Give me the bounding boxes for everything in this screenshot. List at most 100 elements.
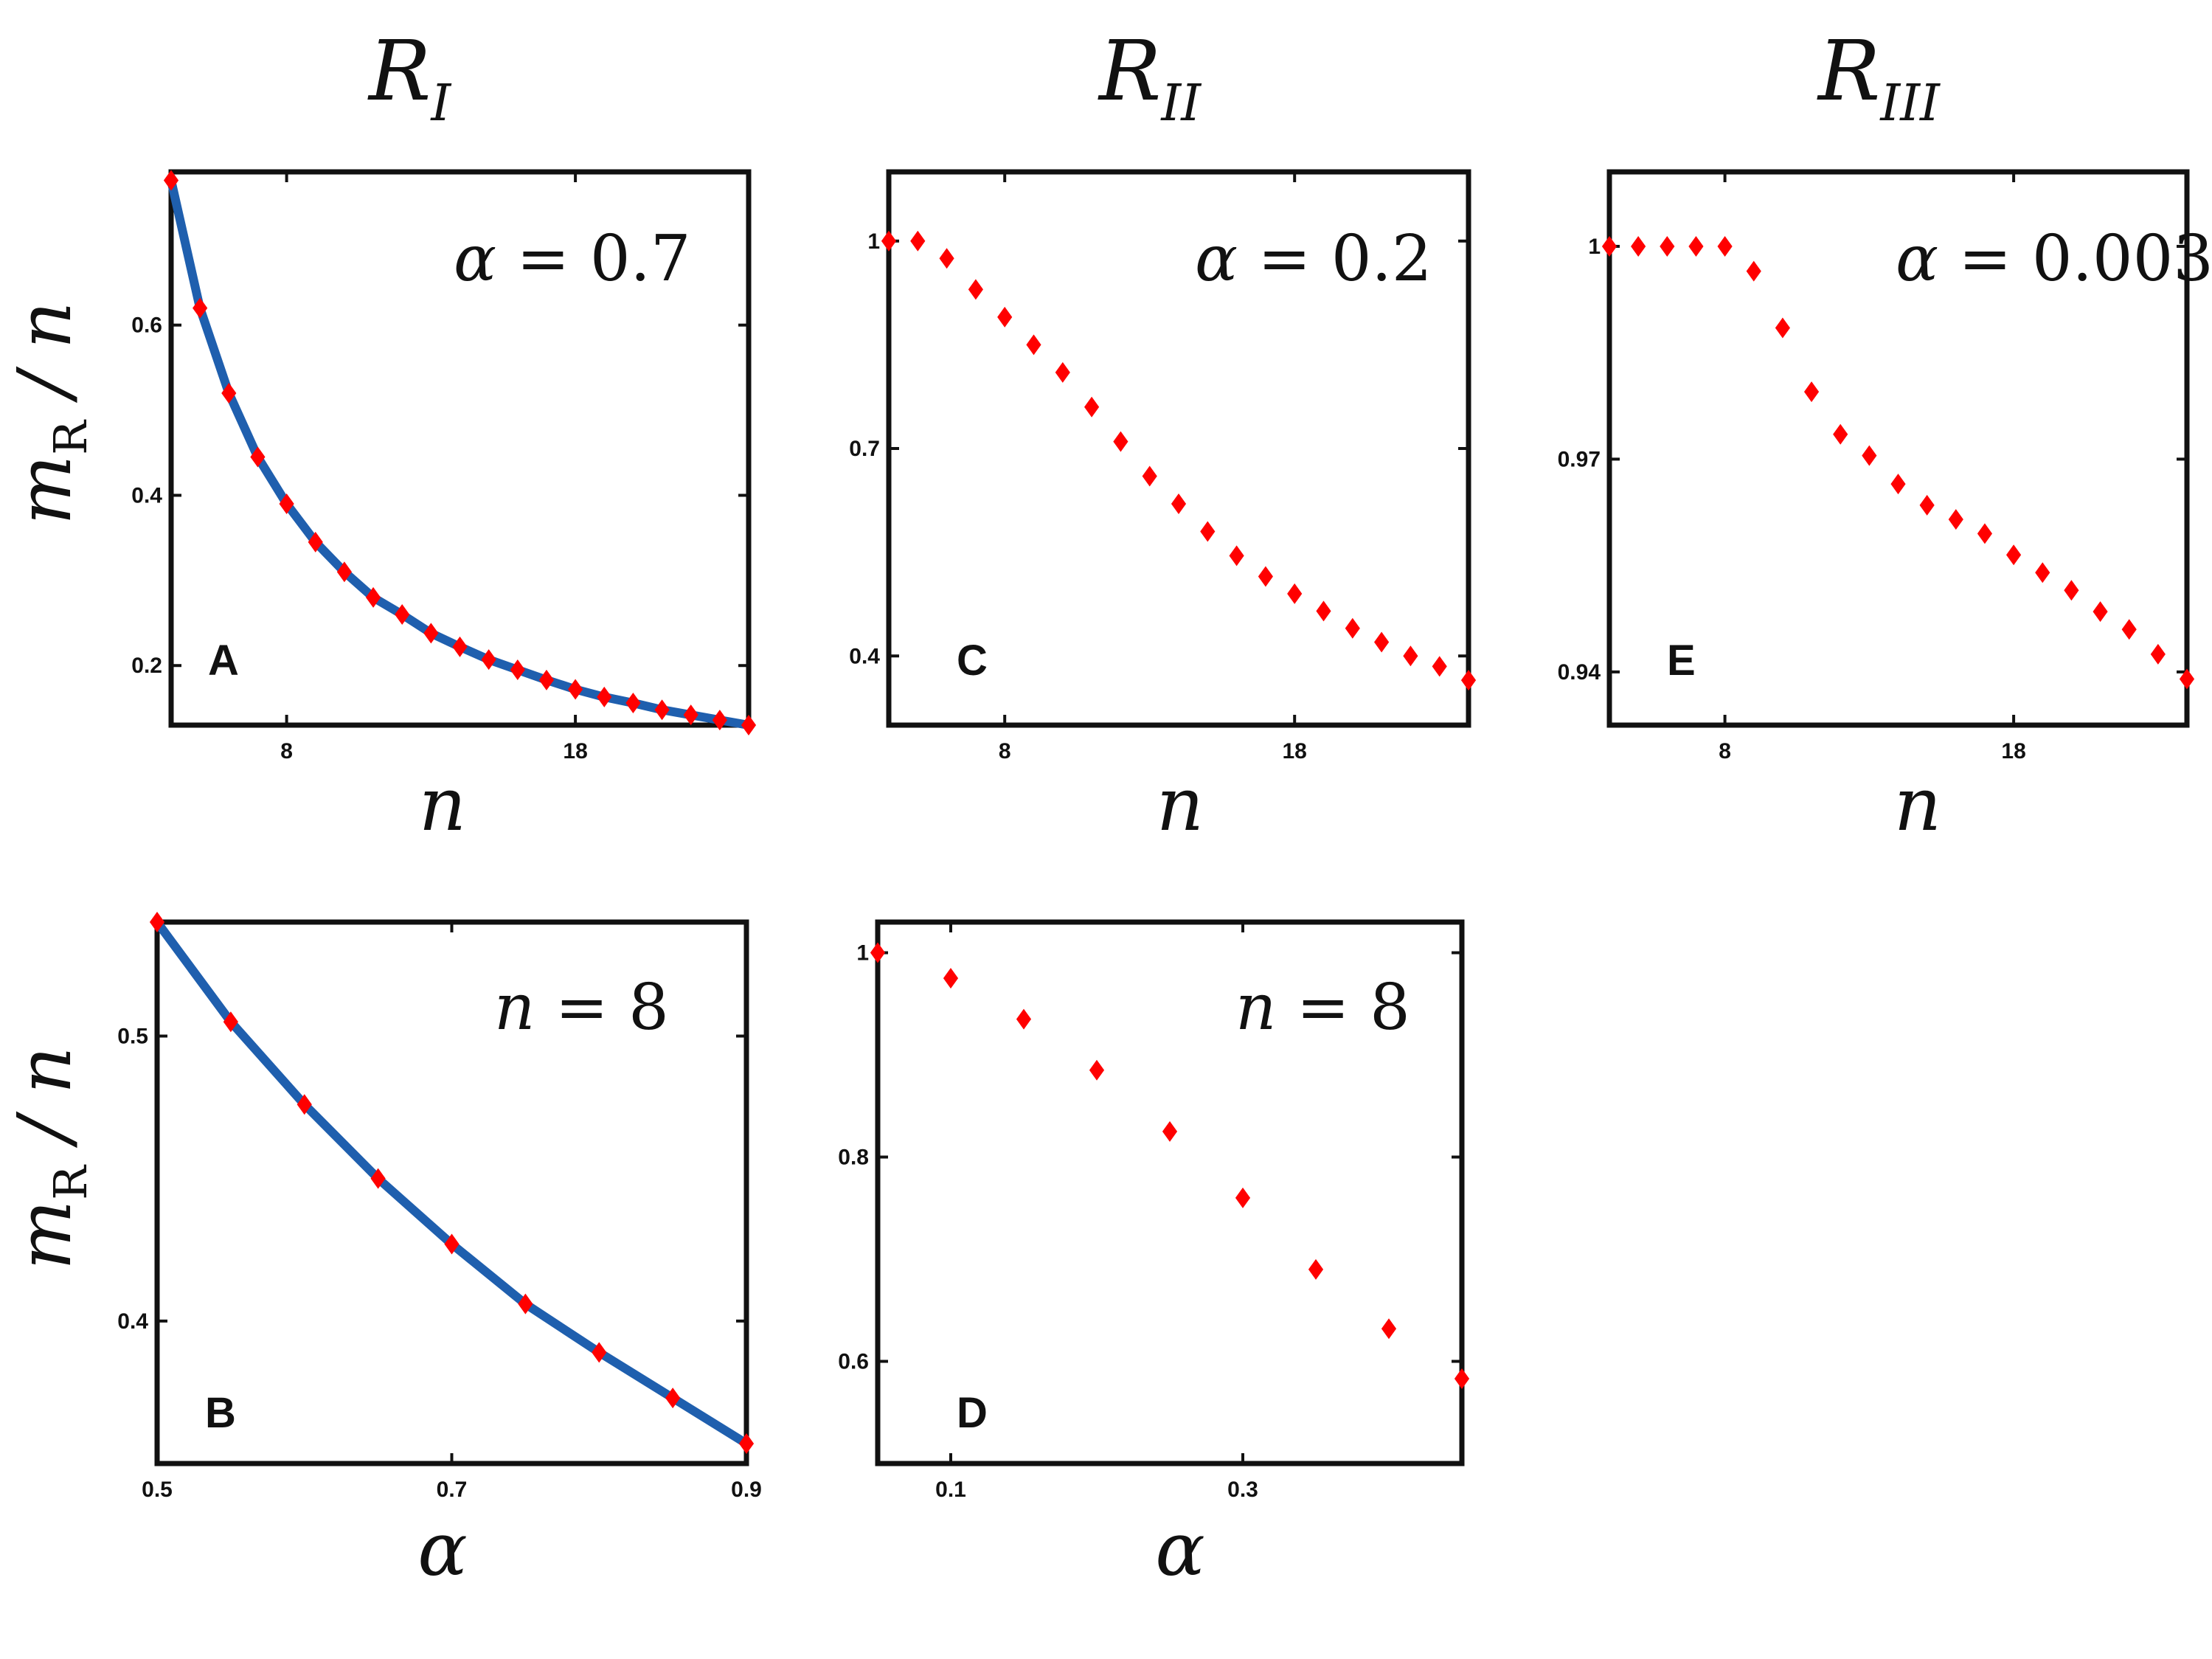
data-point xyxy=(308,531,323,553)
data-point xyxy=(1660,235,1675,257)
panel-e: 8 18 0.94 0.97 1 Eα = 0.003 n xyxy=(1558,169,2212,848)
x-axis-label: α xyxy=(1155,1506,1205,1593)
data-point xyxy=(423,623,439,644)
data-point xyxy=(193,297,208,319)
data-point xyxy=(518,1293,533,1315)
data-point xyxy=(1200,521,1216,542)
column-title-2: RII xyxy=(1098,24,1202,133)
y-tick-label: 0.6 xyxy=(838,1350,869,1374)
data-point xyxy=(481,649,496,671)
data-point xyxy=(365,586,381,608)
data-point xyxy=(1026,334,1041,356)
data-point xyxy=(395,604,410,625)
data-point xyxy=(881,230,897,252)
x-tick-label: 0.7 xyxy=(437,1478,468,1502)
x-tick-label: 0.1 xyxy=(935,1478,966,1502)
data-point xyxy=(1162,1121,1178,1142)
data-point xyxy=(1948,509,1963,530)
data-point xyxy=(1171,493,1187,514)
panel-annotation: α = 0.003 xyxy=(1896,222,2212,296)
data-point xyxy=(336,561,352,583)
data-point xyxy=(538,669,555,690)
data-point xyxy=(910,230,926,252)
data-point xyxy=(1890,474,1906,495)
panel-d: 0.1 0.3 0.6 0.8 1 Dn = 8 α xyxy=(838,919,1470,1593)
data-point xyxy=(597,686,612,707)
data-point xyxy=(1235,1187,1251,1208)
data-point xyxy=(1631,235,1646,257)
y-tick-label: 0.4 xyxy=(131,483,162,508)
x-tick-label: 18 xyxy=(2001,739,2025,763)
data-point xyxy=(223,1011,238,1033)
data-point xyxy=(2093,601,2108,623)
y-tick-label: 1 xyxy=(856,941,869,966)
data-point xyxy=(712,710,727,731)
panel-annotation: n = 8 xyxy=(494,971,669,1045)
data-point xyxy=(221,383,237,404)
data-point xyxy=(1308,1258,1324,1280)
data-point xyxy=(1803,381,1820,403)
data-point xyxy=(683,704,698,726)
data-point xyxy=(968,279,983,300)
data-point xyxy=(1287,583,1303,604)
data-point xyxy=(1746,260,1761,282)
y-tick-label: 0.4 xyxy=(117,1309,148,1334)
data-point xyxy=(2150,643,2166,665)
data-point xyxy=(1229,545,1244,567)
data-point xyxy=(452,636,468,657)
data-point xyxy=(1084,396,1100,418)
plot-frame-e xyxy=(1606,169,2190,728)
panel-annotation: n = 8 xyxy=(1235,971,1410,1045)
y-tick-label: 0.4 xyxy=(849,644,880,668)
data-point xyxy=(370,1168,386,1189)
x-axis-label: n xyxy=(1157,761,1204,848)
data-point xyxy=(163,170,179,191)
data-point xyxy=(625,693,641,713)
x-tick-label: 18 xyxy=(1283,739,1307,763)
y-tick-label: 0.7 xyxy=(849,437,880,461)
x-tick-label: 18 xyxy=(563,739,587,763)
y-axis-label-bottom: mR / n xyxy=(1,1046,97,1270)
y-tick-label: 1 xyxy=(867,229,880,254)
data-point xyxy=(297,1094,312,1115)
data-point xyxy=(1089,1059,1105,1081)
x-tick-label: 0.9 xyxy=(731,1478,762,1502)
data-point xyxy=(149,912,165,932)
column-title-1: RI xyxy=(367,24,451,133)
data-point xyxy=(1316,600,1331,622)
panel-label: C xyxy=(957,637,988,685)
data-point xyxy=(997,306,1013,328)
column-title-3: RIII xyxy=(1817,24,1941,133)
data-point xyxy=(2121,619,2137,640)
data-point xyxy=(1345,617,1360,639)
x-tick-label: 0.5 xyxy=(142,1478,173,1502)
data-point xyxy=(1919,494,1935,516)
x-axis-label: n xyxy=(419,761,466,848)
data-point xyxy=(741,715,757,735)
x-tick-label: 8 xyxy=(280,739,293,763)
plot-frame-d xyxy=(875,919,1465,1466)
data-point xyxy=(1432,656,1447,677)
panel-annotation: α = 0.2 xyxy=(1195,222,1432,296)
data-point xyxy=(444,1233,460,1255)
panel-label: E xyxy=(1667,637,1696,685)
data-point xyxy=(2064,580,2079,601)
data-point xyxy=(1717,235,1733,257)
y-tick-label: 0.8 xyxy=(838,1146,869,1170)
panel-annotation: α = 0.7 xyxy=(454,222,691,296)
y-tick-label: 1 xyxy=(1588,235,1601,259)
data-point xyxy=(510,659,525,680)
data-point xyxy=(654,699,670,721)
y-tick-label: 0.97 xyxy=(1558,447,1601,471)
panel-label: D xyxy=(957,1389,988,1437)
data-point xyxy=(1258,566,1273,587)
data-point xyxy=(2035,562,2050,583)
data-point xyxy=(250,446,266,468)
data-point xyxy=(1688,235,1704,257)
x-tick-label: 8 xyxy=(1719,739,1731,763)
data-point xyxy=(1381,1318,1397,1340)
y-tick-label: 0.6 xyxy=(131,314,162,338)
data-point xyxy=(1113,431,1128,452)
data-point xyxy=(1016,1008,1032,1030)
